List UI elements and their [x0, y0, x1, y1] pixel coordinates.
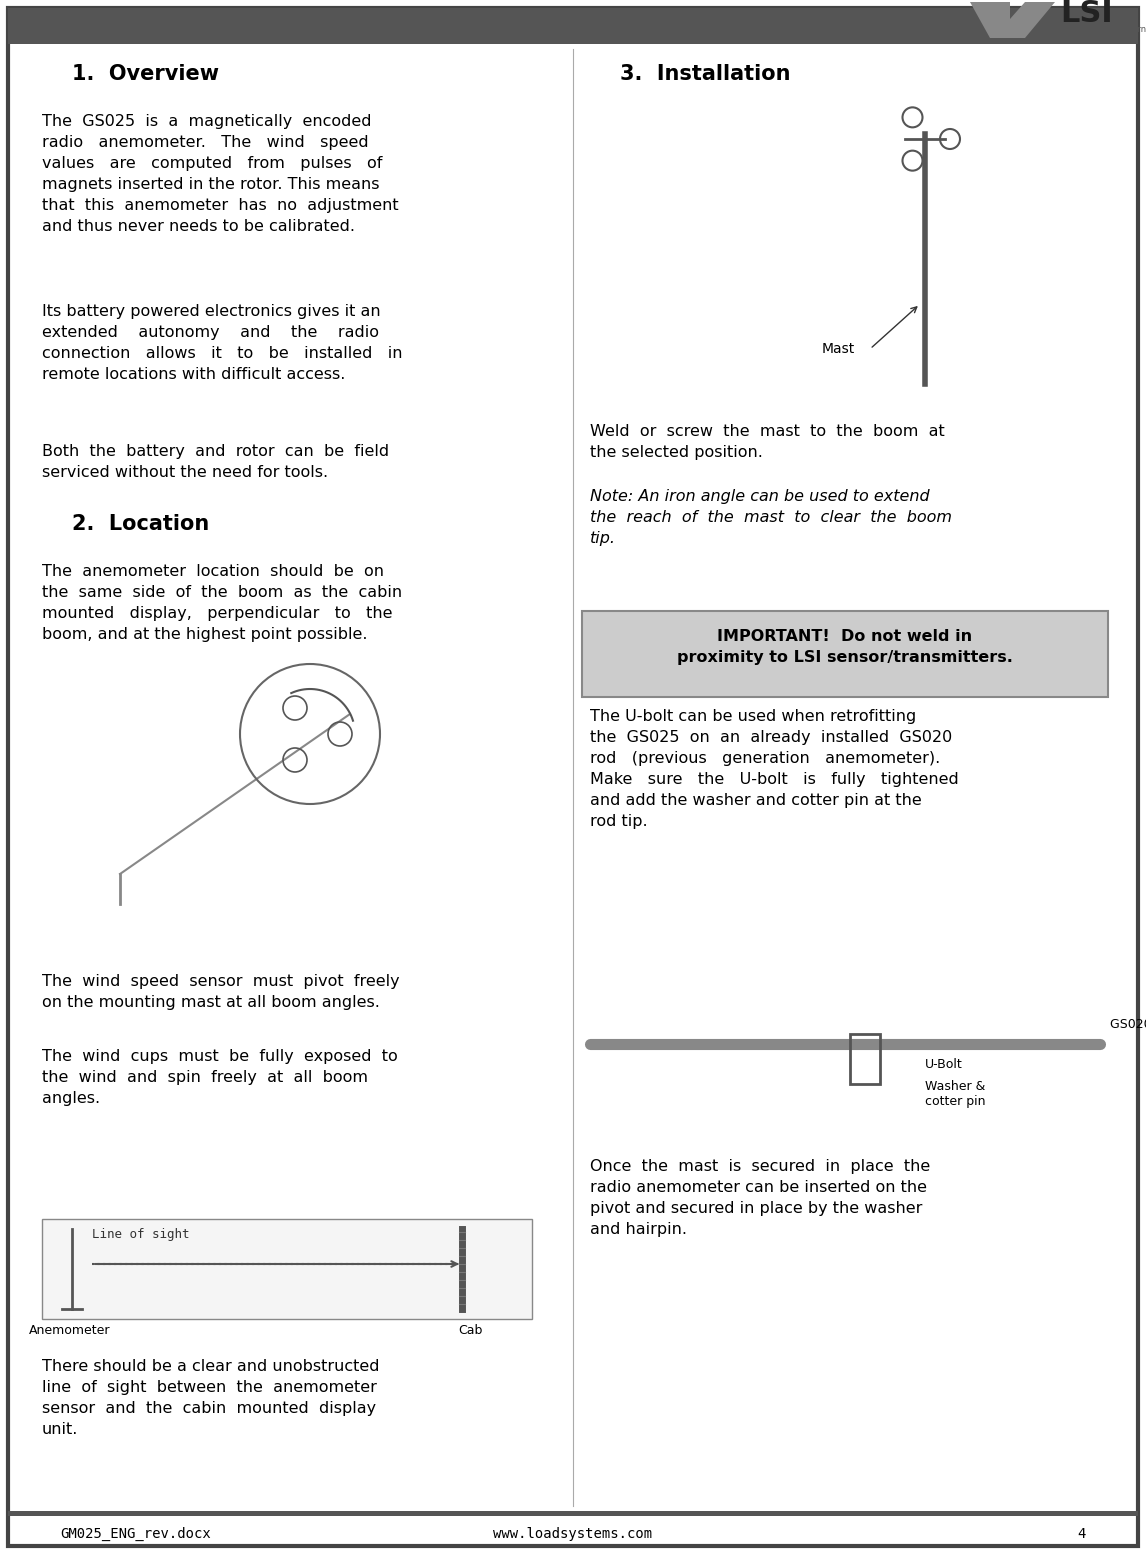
Text: Once  the  mast  is  secured  in  place  the
radio anemometer can be inserted on: Once the mast is secured in place the ra…: [590, 1159, 931, 1237]
Text: The  GS025  is  a  magnetically  encoded
radio   anemometer.   The   wind   spee: The GS025 is a magnetically encoded radi…: [42, 113, 399, 235]
Bar: [8, 8, 1138, 44]
Text: GS020 Rod: GS020 Rod: [1110, 1018, 1146, 1030]
Text: The  wind  cups  must  be  fully  exposed  to
the  wind  and  spin  freely  at  : The wind cups must be fully exposed to t…: [42, 1049, 398, 1106]
Bar: [42, 1218, 532, 1319]
Bar: [8, 1510, 1138, 1517]
Text: Washer &
cotter pin: Washer & cotter pin: [925, 1080, 986, 1108]
Text: Line of sight: Line of sight: [92, 1228, 189, 1242]
Text: The  anemometer  location  should  be  on
the  same  side  of  the  boom  as  th: The anemometer location should be on the…: [42, 564, 402, 642]
Polygon shape: [970, 2, 1055, 37]
Text: 3.  Installation: 3. Installation: [620, 64, 791, 84]
Text: IMPORTANT!  Do not weld in
proximity to LSI sensor/transmitters.: IMPORTANT! Do not weld in proximity to L…: [677, 629, 1013, 665]
Text: Its battery powered electronics gives it an
extended    autonomy    and    the  : Its battery powered electronics gives it…: [42, 305, 402, 382]
Text: Note: An iron angle can be used to extend
the  reach  of  the  mast  to  clear  : Note: An iron angle can be used to exten…: [590, 490, 952, 545]
Text: The  wind  speed  sensor  must  pivot  freely
on the mounting mast at all boom a: The wind speed sensor must pivot freely …: [42, 974, 400, 1010]
Text: Mast: Mast: [822, 342, 855, 356]
Text: 1.  Overview: 1. Overview: [72, 64, 219, 84]
Text: Both  the  battery  and  rotor  can  be  field
serviced without the need for too: Both the battery and rotor can be field …: [42, 444, 390, 480]
FancyBboxPatch shape: [582, 611, 1108, 698]
Text: 2.  Location: 2. Location: [72, 514, 210, 535]
Bar: [850, 1033, 880, 1085]
Text: Load Systems International: Load Systems International: [1060, 25, 1146, 34]
Text: U-Bolt: U-Bolt: [925, 1058, 963, 1071]
Text: Weld  or  screw  the  mast  to  the  boom  at
the selected position.: Weld or screw the mast to the boom at th…: [590, 424, 944, 460]
Text: Anemometer: Anemometer: [30, 1324, 111, 1336]
Text: There should be a clear and unobstructed
line  of  sight  between  the  anemomet: There should be a clear and unobstructed…: [42, 1360, 379, 1437]
Text: LSI: LSI: [1060, 0, 1113, 28]
Text: Cab: Cab: [457, 1324, 482, 1336]
Text: GM025_ENG_rev.docx: GM025_ENG_rev.docx: [60, 1528, 211, 1542]
Text: 4: 4: [1077, 1528, 1086, 1542]
Text: www.loadsystems.com: www.loadsystems.com: [494, 1528, 652, 1542]
Text: The U-bolt can be used when retrofitting
the  GS025  on  an  already  installed : The U-bolt can be used when retrofitting…: [590, 709, 959, 828]
